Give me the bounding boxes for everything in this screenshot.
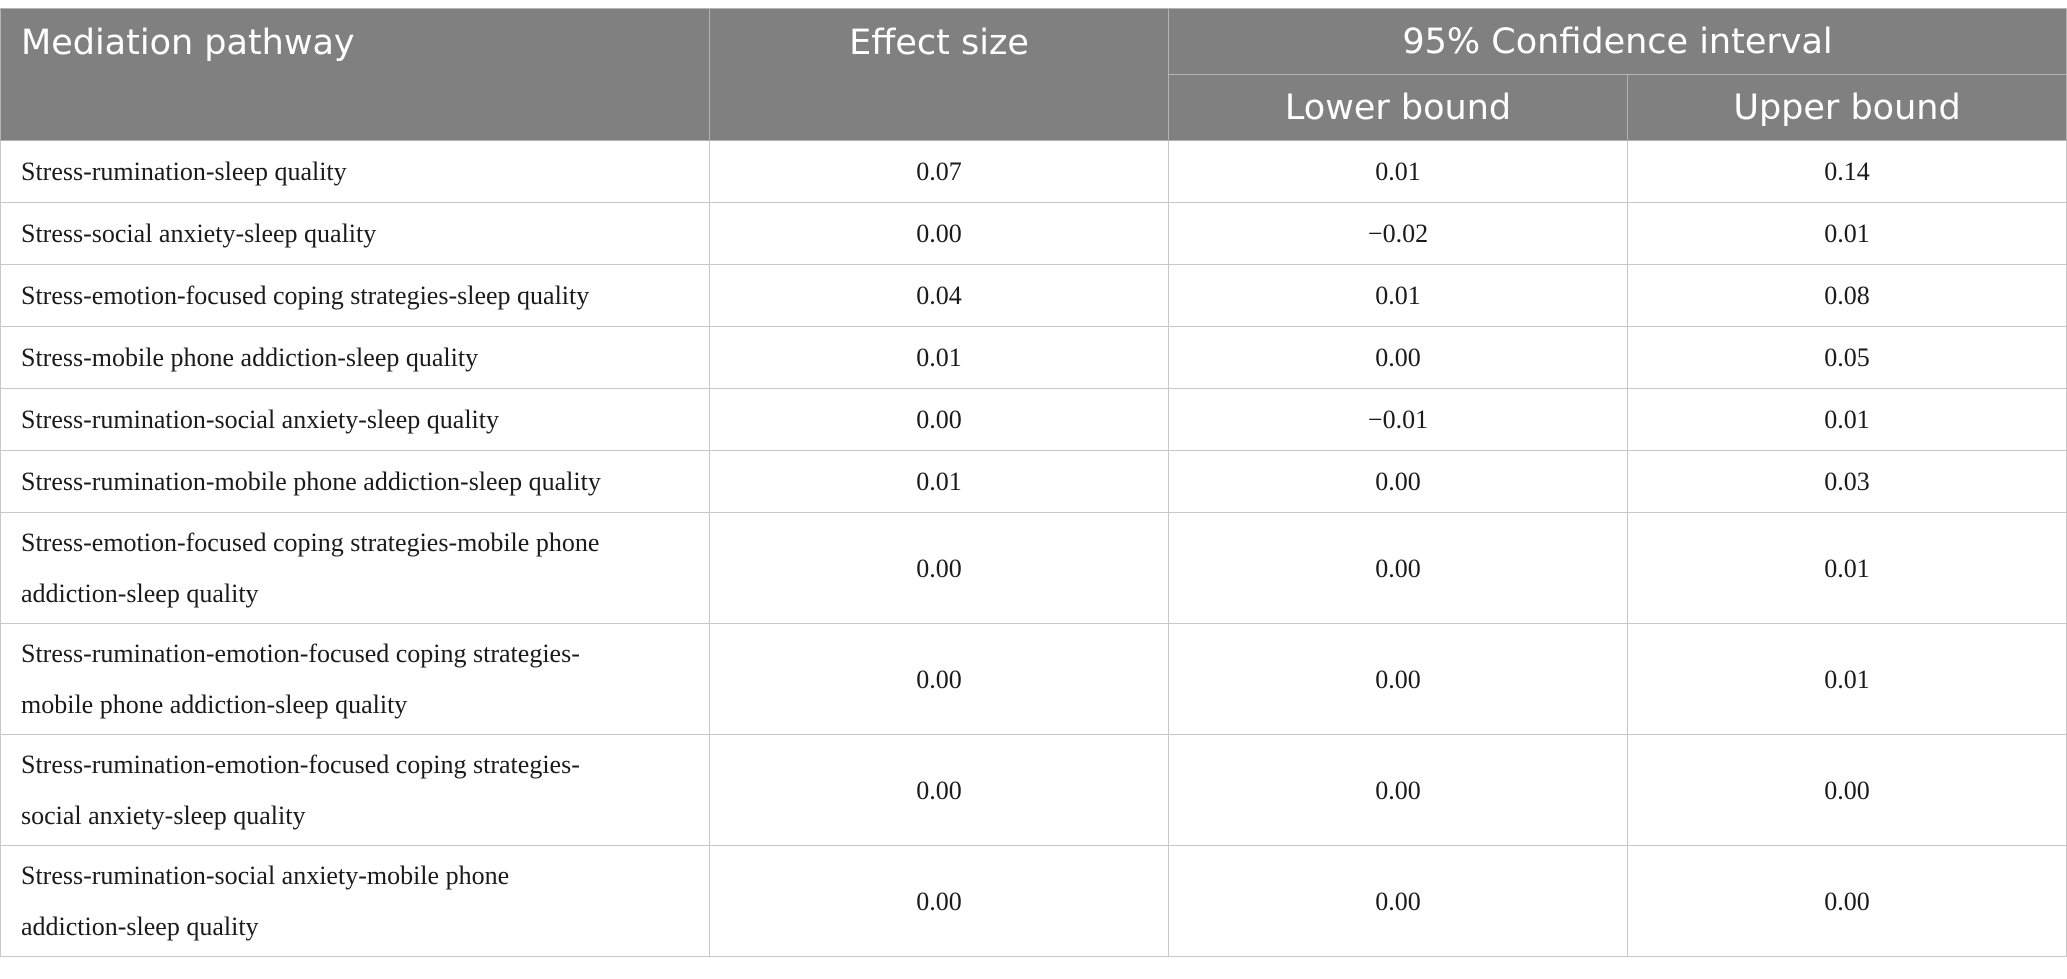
effect-size-cell: 0.00 (709, 388, 1169, 451)
lower-bound-cell: −0.02 (1168, 202, 1628, 265)
upper-bound-cell: 0.00 (1627, 845, 2067, 957)
table-row: Stress-rumination-social anxiety-sleep q… (0, 388, 2067, 451)
lower-bound-cell: 0.01 (1168, 264, 1628, 327)
pathway-cell: Stress-rumination-sleep quality (0, 140, 710, 203)
pathway-cell: Stress-rumination-social anxiety-sleep q… (0, 388, 710, 451)
upper-bound-cell: 0.05 (1627, 326, 2067, 389)
lower-bound-cell: 0.00 (1168, 512, 1628, 624)
upper-bound-cell: 0.01 (1627, 512, 2067, 624)
table-row: Stress-rumination-emotion-focused coping… (0, 734, 2067, 846)
table-row: Stress-emotion-focused coping strategies… (0, 512, 2067, 624)
header-lower-bound: Lower bound (1168, 74, 1628, 141)
effect-size-cell: 0.00 (709, 845, 1169, 957)
effect-size-cell: 0.00 (709, 202, 1169, 265)
mediation-table-container: Mediation pathway Effect size 95% Confid… (0, 8, 2067, 957)
pathway-line-2: addiction-sleep quality (21, 579, 259, 608)
header-mediation-pathway: Mediation pathway (0, 8, 710, 141)
header-effect-size: Effect size (709, 8, 1169, 141)
mediation-table: Mediation pathway Effect size 95% Confid… (0, 8, 2067, 957)
table-row: Stress-emotion-focused coping strategies… (0, 264, 2067, 327)
pathway-cell: Stress-rumination-emotion-focused coping… (0, 734, 710, 846)
effect-size-cell: 0.00 (709, 734, 1169, 846)
effect-size-cell: 0.00 (709, 512, 1169, 624)
effect-size-cell: 0.07 (709, 140, 1169, 203)
effect-size-cell: 0.01 (709, 450, 1169, 513)
pathway-cell: Stress-emotion-focused coping strategies… (0, 512, 710, 624)
upper-bound-cell: 0.01 (1627, 388, 2067, 451)
upper-bound-cell: 0.01 (1627, 623, 2067, 735)
pathway-line-2: mobile phone addiction-sleep quality (21, 690, 408, 719)
lower-bound-cell: 0.00 (1168, 450, 1628, 513)
effect-size-cell: 0.01 (709, 326, 1169, 389)
table-row: Stress-rumination-emotion-focused coping… (0, 623, 2067, 735)
upper-bound-cell: 0.14 (1627, 140, 2067, 203)
upper-bound-cell: 0.00 (1627, 734, 2067, 846)
table-row: Stress-rumination-mobile phone addiction… (0, 450, 2067, 513)
pathway-line-1: Stress-rumination-emotion-focused coping… (21, 750, 580, 779)
upper-bound-cell: 0.01 (1627, 202, 2067, 265)
header-upper-bound: Upper bound (1627, 74, 2067, 141)
upper-bound-cell: 0.08 (1627, 264, 2067, 327)
lower-bound-cell: 0.00 (1168, 845, 1628, 957)
header-row-top: Mediation pathway Effect size 95% Confid… (0, 8, 2067, 141)
lower-bound-cell: 0.00 (1168, 326, 1628, 389)
pathway-cell: Stress-rumination-social anxiety-mobile … (0, 845, 710, 957)
pathway-line-2: social anxiety-sleep quality (21, 801, 306, 830)
table-row: Stress-social anxiety-sleep quality 0.00… (0, 202, 2067, 265)
effect-size-cell: 0.00 (709, 623, 1169, 735)
table-header: Mediation pathway Effect size 95% Confid… (0, 8, 2067, 141)
lower-bound-cell: 0.00 (1168, 734, 1628, 846)
pathway-line-1: Stress-rumination-social anxiety-mobile … (21, 861, 510, 890)
lower-bound-cell: −0.01 (1168, 388, 1628, 451)
pathway-cell: Stress-emotion-focused coping strategies… (0, 264, 710, 327)
table-body: Stress-rumination-sleep quality 0.07 0.0… (0, 140, 2067, 957)
table-row: Stress-mobile phone addiction-sleep qual… (0, 326, 2067, 389)
pathway-line-2: addiction-sleep quality (21, 912, 259, 941)
pathway-cell: Stress-rumination-emotion-focused coping… (0, 623, 710, 735)
lower-bound-cell: 0.00 (1168, 623, 1628, 735)
header-confidence-interval: 95% Confidence interval (1168, 8, 2067, 75)
lower-bound-cell: 0.01 (1168, 140, 1628, 203)
pathway-line-1: Stress-emotion-focused coping strategies… (21, 528, 600, 557)
effect-size-cell: 0.04 (709, 264, 1169, 327)
pathway-cell: Stress-mobile phone addiction-sleep qual… (0, 326, 710, 389)
pathway-line-1: Stress-rumination-emotion-focused coping… (21, 639, 580, 668)
pathway-cell: Stress-social anxiety-sleep quality (0, 202, 710, 265)
pathway-cell: Stress-rumination-mobile phone addiction… (0, 450, 710, 513)
upper-bound-cell: 0.03 (1627, 450, 2067, 513)
table-row: Stress-rumination-sleep quality 0.07 0.0… (0, 140, 2067, 203)
header-row-bottom: Lower bound Upper bound (1, 74, 2067, 141)
table-row: Stress-rumination-social anxiety-mobile … (0, 845, 2067, 957)
